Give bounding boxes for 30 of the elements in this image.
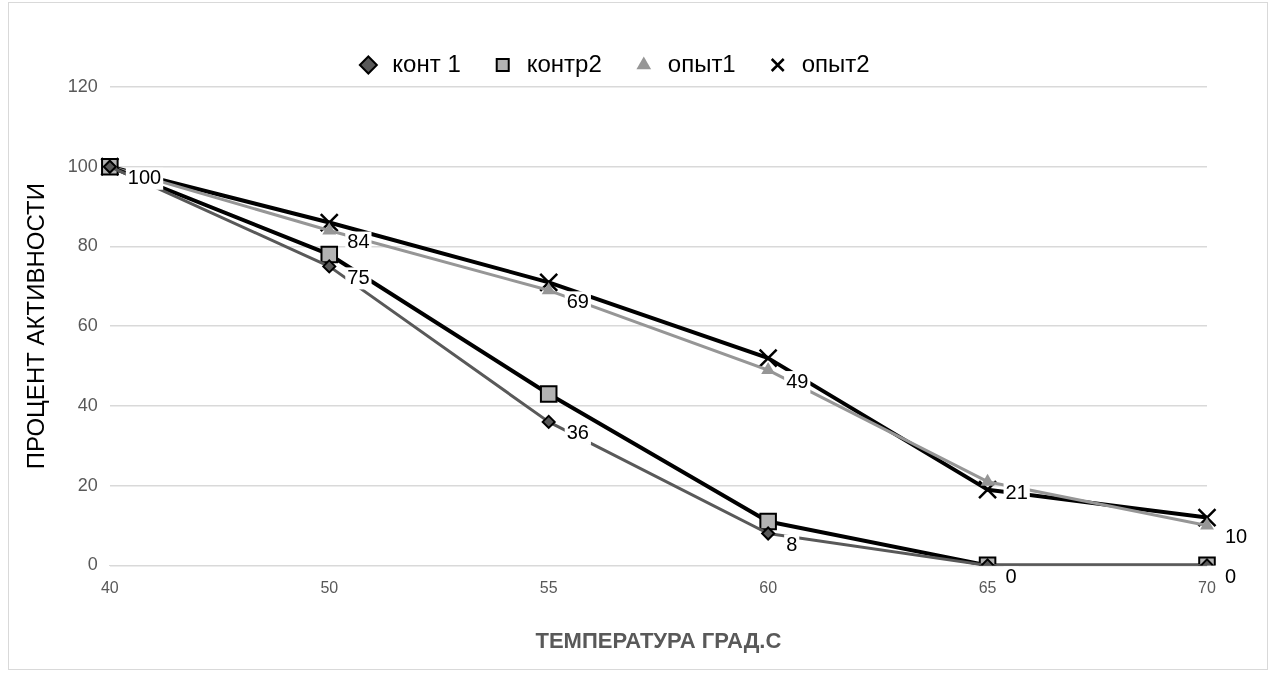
- y-tick-label: 120: [67, 75, 98, 96]
- data-label: 10: [1225, 525, 1248, 548]
- data-label: 69: [566, 289, 589, 312]
- legend-label: опыт1: [667, 49, 736, 77]
- y-tick-label: 20: [77, 474, 98, 495]
- y-axis-title: ПРОЦЕНТ АКТИВНОСТИ: [22, 183, 50, 470]
- data-label: 0: [1005, 564, 1017, 587]
- legend-label: опыт2: [801, 49, 870, 77]
- data-label: 100: [127, 166, 162, 189]
- x-tick-label: 70: [1198, 579, 1216, 597]
- x-tick-label: 50: [320, 579, 339, 597]
- y-tick-label: 40: [77, 394, 98, 415]
- y-tick-label: 80: [77, 235, 98, 256]
- data-label: 36: [566, 421, 589, 444]
- x-tick-label: 55: [539, 579, 558, 597]
- y-tick-label: 100: [67, 155, 98, 176]
- legend-label: контр2: [526, 49, 602, 77]
- x-tick-label: 65: [978, 579, 997, 597]
- data-label: 0: [1225, 564, 1237, 587]
- data-label: 49: [786, 369, 809, 392]
- data-label: 8: [786, 533, 798, 556]
- legend-label: конт 1: [392, 49, 461, 77]
- data-label: 84: [347, 230, 370, 253]
- x-tick-label: 60: [759, 579, 778, 597]
- x-axis-title: ТЕМПЕРАТУРА ГРАД.С: [535, 627, 782, 653]
- data-label: 75: [347, 265, 370, 288]
- y-tick-label: 0: [87, 554, 98, 575]
- data-label: 21: [1005, 481, 1028, 504]
- y-tick-label: 60: [77, 315, 98, 336]
- x-tick-label: 40: [100, 579, 119, 597]
